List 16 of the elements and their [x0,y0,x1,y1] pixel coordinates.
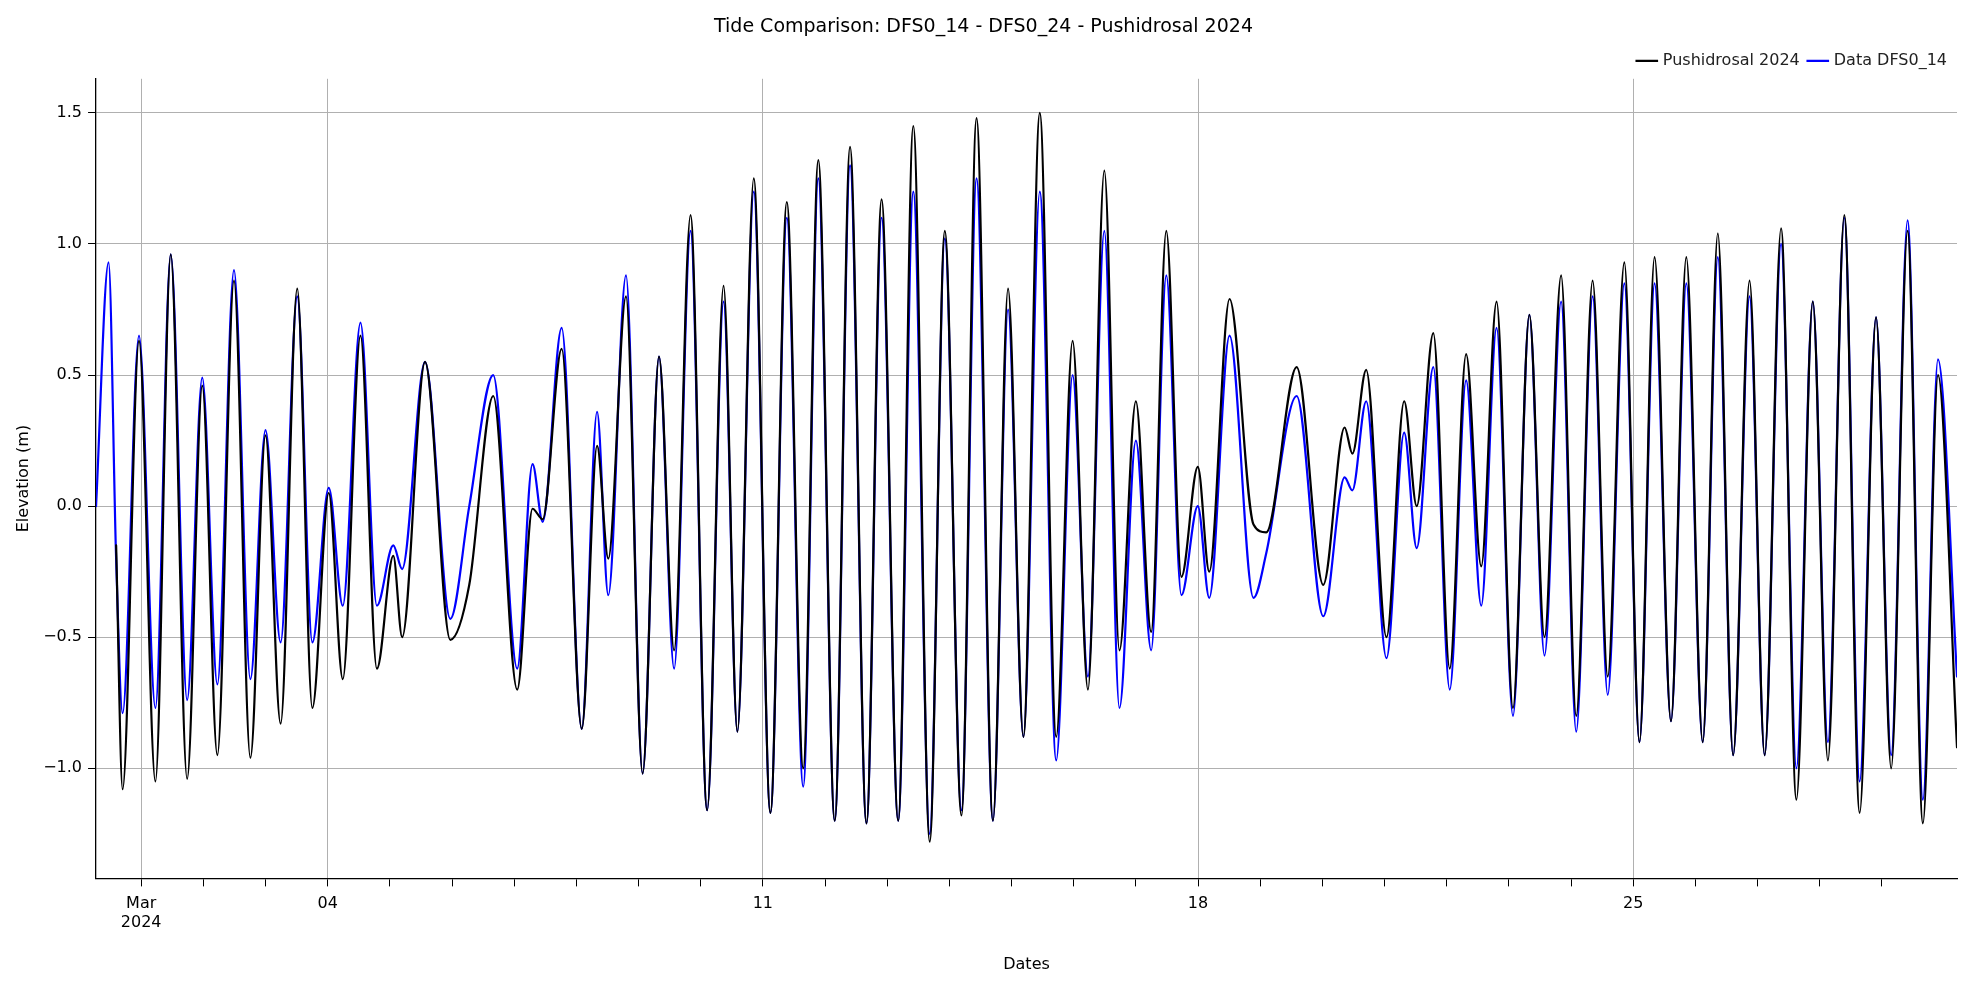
y-tick-label: 0.0 [56,495,83,515]
x-tick-label: Mar 2024 [120,893,162,932]
y-axis-title: Elevation (m) [12,424,32,533]
y-tick-label: 1.5 [56,102,83,122]
x-axis-title: Dates [1003,953,1050,973]
y-tick-label: −0.5 [43,626,83,646]
legend-label: Pushidrosal 2024 [1662,49,1800,69]
legend-label: Data DFS0_14 [1833,49,1948,70]
y-tick-label: 1.0 [56,233,83,253]
chart-title: Tide Comparison: DFS0_14 - DFS0_24 - Pushidrosal 2024 [713,14,1253,38]
y-tick-label: 0.5 [56,364,83,384]
x-tick-label: 04 [317,893,338,913]
x-tick-label: 18 [1187,893,1209,913]
x-tick-label: 11 [752,893,774,913]
x-tick-label: 25 [1623,893,1644,913]
y-tick-label: −1.0 [43,757,83,777]
